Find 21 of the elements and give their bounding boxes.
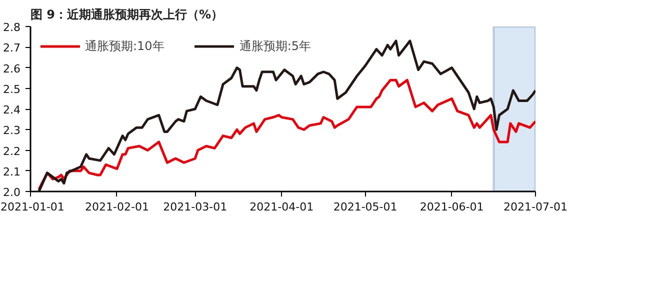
y-tick-label: 2.5 (3, 82, 21, 96)
x-tick-label: 2021-04-01 (250, 200, 314, 214)
line-series (38, 78, 536, 191)
y-tick-label: 2.4 (3, 104, 21, 116)
legend-label: 通胀预期:5年 (239, 38, 311, 54)
x-tick-label: 2021-06-01 (420, 200, 484, 214)
y-tick-label: 2.3 (3, 124, 21, 138)
y-tick-label: 2.1 (3, 165, 21, 178)
x-tick-label: 2021-01-01 (0, 200, 64, 214)
x-tick-label: 2021-05-01 (333, 200, 398, 214)
x-tick-label: 2021-07-01 (504, 200, 568, 214)
line-series (38, 40, 536, 192)
x-tick-label: 2021-02-01 (85, 200, 149, 214)
chart-title: 图 9：近期通胀预期再次上行（%） (30, 8, 224, 22)
x-tick-label: 2021-03-01 (163, 200, 228, 214)
y-tick-label: 2.7 (3, 42, 21, 55)
y-tick-label: 2.0 (3, 186, 21, 199)
y-tick-label: 2.8 (3, 21, 21, 34)
y-tick-label: 2.6 (3, 62, 21, 76)
legend-label: 通胀预期:10年 (85, 38, 164, 54)
y-tick-label: 2.2 (3, 144, 21, 158)
